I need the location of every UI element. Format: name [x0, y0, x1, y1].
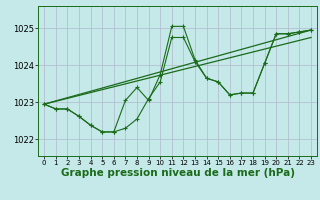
X-axis label: Graphe pression niveau de la mer (hPa): Graphe pression niveau de la mer (hPa) [60, 168, 295, 178]
